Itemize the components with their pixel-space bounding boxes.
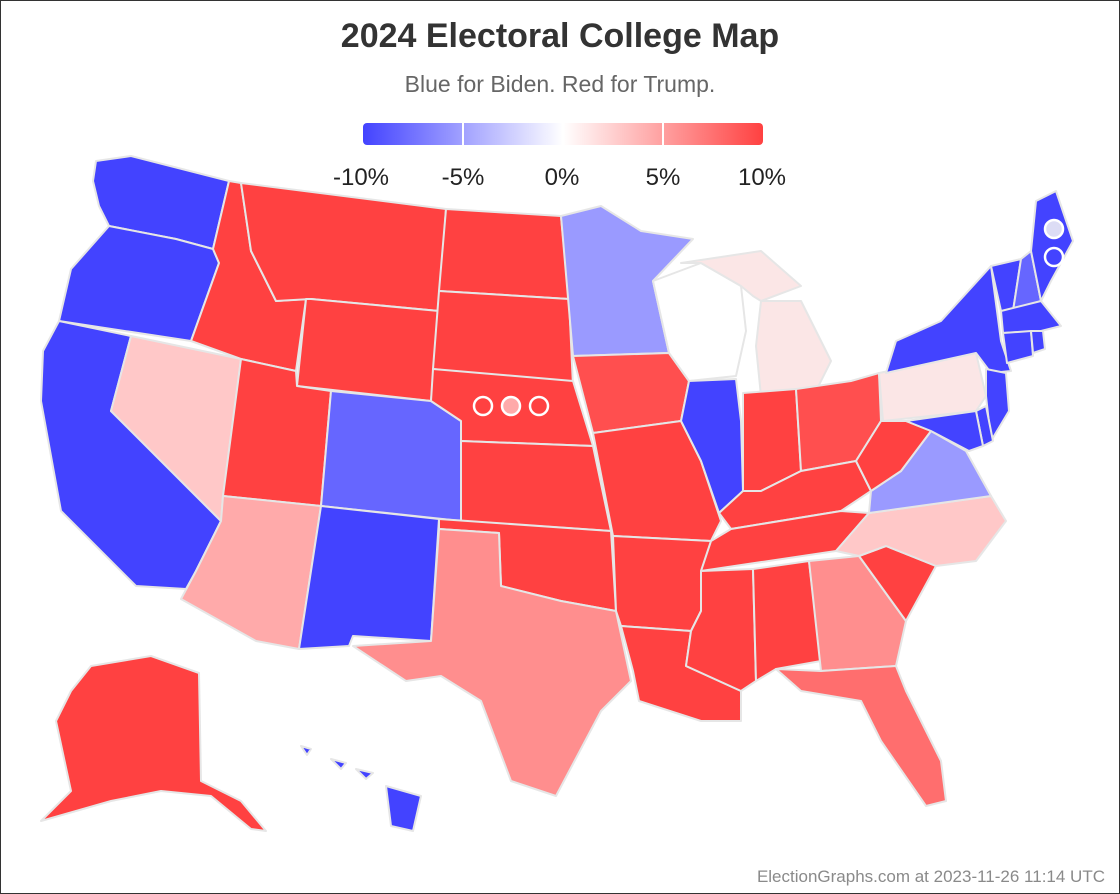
legend-tick xyxy=(662,123,664,145)
state-CO[interactable] xyxy=(320,390,462,522)
district-ME-1[interactable] xyxy=(1043,218,1065,240)
color-scale-legend xyxy=(363,123,763,145)
legend-label-minus-5: -5% xyxy=(441,164,485,191)
state-FL[interactable] xyxy=(775,665,947,807)
state-MD[interactable] xyxy=(905,410,984,452)
state-AR[interactable] xyxy=(612,535,712,632)
legend-tick xyxy=(562,123,564,145)
map-title: 2024 Electoral College Map xyxy=(340,17,780,55)
legend-label-minus-10: -10% xyxy=(332,164,390,191)
district-NE-3[interactable] xyxy=(528,395,550,417)
legend-tick xyxy=(462,123,464,145)
district-NE-2[interactable] xyxy=(500,395,522,417)
legend-label-10: 10% xyxy=(737,164,787,191)
state-AL[interactable] xyxy=(752,560,822,682)
state-ME[interactable] xyxy=(1030,190,1074,302)
state-NM[interactable] xyxy=(298,505,440,650)
state-HI[interactable] xyxy=(300,745,422,832)
state-NJ[interactable] xyxy=(985,368,1010,442)
state-IA[interactable] xyxy=(572,352,690,434)
state-NC[interactable] xyxy=(835,495,1007,567)
state-GA[interactable] xyxy=(808,555,907,672)
state-KS[interactable] xyxy=(460,440,612,532)
state-ND[interactable] xyxy=(438,208,570,300)
source-credit: ElectionGraphs.com at 2023-11-26 11:14 U… xyxy=(756,867,1105,886)
district-ME-2[interactable] xyxy=(1043,246,1065,268)
state-NY[interactable] xyxy=(885,265,1012,374)
state-RI[interactable] xyxy=(1030,330,1046,354)
state-OR[interactable] xyxy=(58,225,220,342)
map-subtitle: Blue for Biden. Red for Trump. xyxy=(404,71,716,97)
state-MT[interactable] xyxy=(240,182,447,312)
legend-label-5: 5% xyxy=(645,164,681,191)
state-CT[interactable] xyxy=(1002,330,1034,364)
state-MA[interactable] xyxy=(1000,300,1062,334)
state-TX[interactable] xyxy=(352,528,632,797)
district-NE-1[interactable] xyxy=(472,395,494,417)
state-WY[interactable] xyxy=(296,298,440,402)
state-AK[interactable] xyxy=(40,655,267,832)
legend-label-zero: 0% xyxy=(544,164,580,191)
